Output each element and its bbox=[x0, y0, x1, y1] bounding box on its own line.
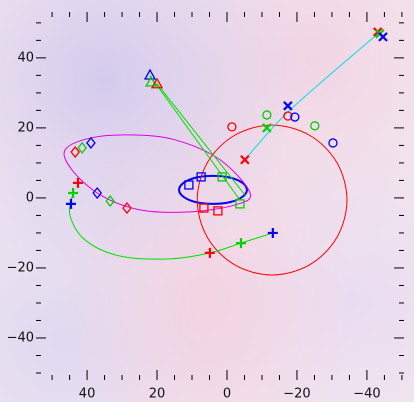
plus-marker bbox=[236, 238, 246, 248]
x-tick-label: 20 bbox=[149, 387, 166, 402]
plus-marker bbox=[205, 248, 215, 258]
x-tick-label: −20 bbox=[283, 387, 310, 402]
y-tick-label: 40 bbox=[17, 50, 34, 65]
cross-marker bbox=[284, 102, 292, 110]
circle-marker bbox=[228, 123, 236, 131]
plus-marker bbox=[268, 228, 278, 238]
y-tick-label: 20 bbox=[17, 120, 34, 135]
circle-marker bbox=[329, 139, 337, 147]
cross-marker bbox=[241, 156, 249, 164]
circle-marker bbox=[263, 111, 271, 119]
x-tick-label: 0 bbox=[223, 387, 231, 402]
orbit-line bbox=[245, 32, 380, 160]
orbit-line bbox=[197, 125, 347, 275]
chart: 40 20 0 −20 −40 40 20 0 −20 −40 bbox=[0, 0, 414, 402]
x-tick-label: 40 bbox=[79, 387, 96, 402]
y-tick-label: −40 bbox=[7, 330, 34, 345]
chart-container: 40 20 0 −20 −40 40 20 0 −20 −40 bbox=[0, 0, 414, 402]
y-tick-label: −20 bbox=[7, 260, 34, 275]
plus-marker bbox=[66, 199, 76, 209]
x-tick-label: −40 bbox=[353, 387, 380, 402]
diamond-marker bbox=[123, 203, 131, 213]
plus-marker bbox=[68, 188, 78, 198]
circle-marker bbox=[311, 122, 319, 130]
y-tick-label: 0 bbox=[26, 190, 34, 205]
plus-marker bbox=[73, 178, 83, 188]
diamond-marker bbox=[87, 138, 95, 148]
cross-marker bbox=[379, 33, 387, 41]
